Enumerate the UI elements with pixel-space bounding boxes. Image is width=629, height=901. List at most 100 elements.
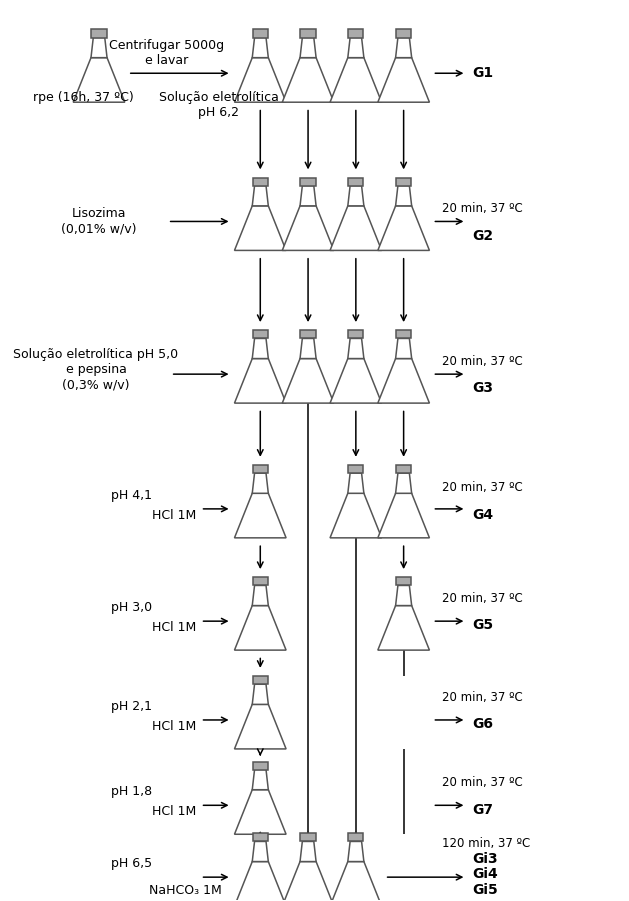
Polygon shape: [301, 30, 316, 38]
Text: HCl 1M: HCl 1M: [152, 805, 196, 818]
Polygon shape: [235, 861, 286, 901]
Polygon shape: [396, 465, 411, 473]
Text: 120 min, 37 ºC: 120 min, 37 ºC: [442, 837, 531, 851]
Polygon shape: [253, 465, 268, 473]
Polygon shape: [348, 30, 364, 38]
Polygon shape: [301, 177, 316, 186]
Polygon shape: [301, 833, 316, 842]
Polygon shape: [330, 493, 382, 538]
Polygon shape: [396, 578, 411, 586]
Polygon shape: [252, 586, 269, 605]
Polygon shape: [300, 339, 316, 359]
Polygon shape: [252, 186, 269, 205]
Polygon shape: [348, 331, 364, 339]
Polygon shape: [282, 205, 334, 250]
Polygon shape: [378, 493, 430, 538]
Polygon shape: [348, 465, 364, 473]
Polygon shape: [252, 339, 269, 359]
Text: Gi4: Gi4: [472, 868, 498, 881]
Text: G7: G7: [472, 803, 493, 816]
Polygon shape: [396, 186, 411, 205]
Polygon shape: [378, 58, 430, 102]
Text: Solução eletrolítica
pH 6,2: Solução eletrolítica pH 6,2: [159, 91, 279, 119]
Text: pH 4,1: pH 4,1: [111, 489, 152, 502]
Polygon shape: [330, 58, 382, 102]
Polygon shape: [253, 30, 268, 38]
Text: Centrifugar 5000g
e lavar: Centrifugar 5000g e lavar: [109, 40, 224, 68]
Polygon shape: [235, 705, 286, 749]
Text: pH 3,0: pH 3,0: [111, 601, 152, 614]
Polygon shape: [235, 58, 286, 102]
Polygon shape: [330, 359, 382, 403]
Text: pH 6,5: pH 6,5: [111, 857, 152, 870]
Polygon shape: [235, 605, 286, 651]
Polygon shape: [282, 359, 334, 403]
Text: Gi5: Gi5: [472, 883, 498, 896]
Polygon shape: [91, 38, 107, 58]
Polygon shape: [396, 339, 411, 359]
Polygon shape: [282, 861, 334, 901]
Polygon shape: [396, 586, 411, 605]
Polygon shape: [348, 473, 364, 493]
Polygon shape: [91, 30, 107, 38]
Polygon shape: [252, 769, 269, 789]
Text: NaHCO₃ 1M: NaHCO₃ 1M: [149, 884, 222, 897]
Polygon shape: [348, 339, 364, 359]
Text: 20 min, 37 ºC: 20 min, 37 ºC: [442, 355, 523, 368]
Polygon shape: [252, 38, 269, 58]
Polygon shape: [378, 359, 430, 403]
Polygon shape: [300, 38, 316, 58]
Polygon shape: [253, 578, 268, 586]
Polygon shape: [378, 605, 430, 651]
Polygon shape: [253, 833, 268, 842]
Polygon shape: [348, 38, 364, 58]
Text: 20 min, 37 ºC: 20 min, 37 ºC: [442, 691, 523, 704]
Text: 20 min, 37 ºC: 20 min, 37 ºC: [442, 480, 523, 494]
Polygon shape: [300, 842, 316, 861]
Text: 20 min, 37 ºC: 20 min, 37 ºC: [442, 202, 523, 215]
Polygon shape: [330, 861, 382, 901]
Text: 20 min, 37 ºC: 20 min, 37 ºC: [442, 776, 523, 789]
Polygon shape: [253, 177, 268, 186]
Text: pH 1,8: pH 1,8: [111, 786, 152, 798]
Text: HCl 1M: HCl 1M: [152, 621, 196, 634]
Polygon shape: [300, 186, 316, 205]
Text: Solução eletrolítica pH 5,0
e pepsina
(0,3% w/v): Solução eletrolítica pH 5,0 e pepsina (0…: [13, 348, 179, 391]
Polygon shape: [348, 833, 364, 842]
Polygon shape: [235, 789, 286, 834]
Polygon shape: [252, 842, 269, 861]
Polygon shape: [253, 761, 268, 769]
Polygon shape: [396, 38, 411, 58]
Text: G3: G3: [472, 381, 493, 396]
Polygon shape: [252, 684, 269, 705]
Polygon shape: [330, 205, 382, 250]
Text: 20 min, 37 ºC: 20 min, 37 ºC: [442, 592, 523, 605]
Polygon shape: [348, 186, 364, 205]
Polygon shape: [282, 58, 334, 102]
Text: G5: G5: [472, 618, 493, 633]
Polygon shape: [235, 205, 286, 250]
Polygon shape: [301, 331, 316, 339]
Text: rpe (16h, 37 ºC): rpe (16h, 37 ºC): [33, 91, 134, 104]
Polygon shape: [235, 493, 286, 538]
Polygon shape: [253, 331, 268, 339]
Polygon shape: [396, 177, 411, 186]
Text: Gi3: Gi3: [472, 852, 498, 866]
Text: Lisozima
(0,01% w/v): Lisozima (0,01% w/v): [61, 207, 136, 235]
Polygon shape: [396, 30, 411, 38]
Polygon shape: [378, 205, 430, 250]
Polygon shape: [235, 359, 286, 403]
Polygon shape: [73, 58, 125, 102]
Text: G2: G2: [472, 229, 493, 242]
Polygon shape: [396, 473, 411, 493]
Polygon shape: [348, 177, 364, 186]
Text: HCl 1M: HCl 1M: [152, 720, 196, 733]
Text: G6: G6: [472, 717, 493, 732]
Polygon shape: [348, 842, 364, 861]
Text: HCl 1M: HCl 1M: [152, 509, 196, 522]
Polygon shape: [252, 473, 269, 493]
Text: G1: G1: [472, 67, 493, 80]
Text: G4: G4: [472, 508, 493, 522]
Text: pH 2,1: pH 2,1: [111, 700, 152, 713]
Polygon shape: [253, 677, 268, 684]
